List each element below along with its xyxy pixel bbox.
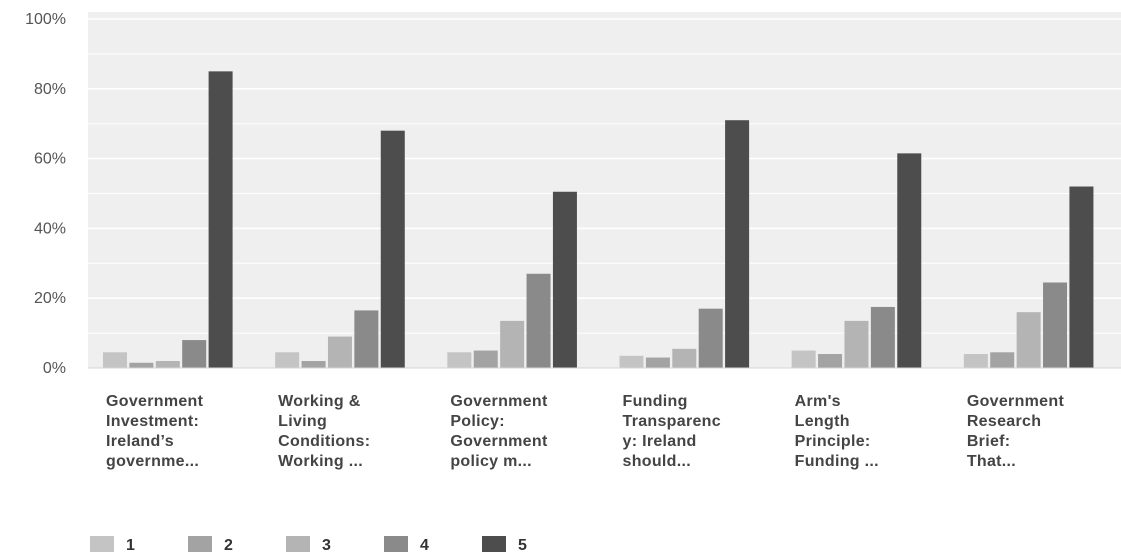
x-category-label-line: Living xyxy=(278,413,327,430)
bar-4-series-2 xyxy=(818,354,843,368)
bar-1-series-2 xyxy=(301,361,326,368)
legend-label-3: 3 xyxy=(322,537,331,553)
x-category-label-line: Ireland’s xyxy=(106,433,174,450)
y-tick-label: 0% xyxy=(43,360,66,377)
bar-3-series-2 xyxy=(645,357,670,368)
x-category-label: Arm's Length Principle: Funding ... xyxy=(795,393,879,470)
x-category-label-line: Working ... xyxy=(278,453,363,470)
bar-1-series-1 xyxy=(275,352,300,368)
y-tick-label: 40% xyxy=(34,220,66,237)
legend-swatch-2 xyxy=(188,536,212,552)
bar-3-series-4 xyxy=(698,308,723,368)
x-category-label-line: Government xyxy=(450,433,548,450)
plot-background xyxy=(88,12,1121,368)
bar-1-series-5 xyxy=(380,130,405,368)
x-category-label-line: Length xyxy=(795,413,850,430)
bar-5-series-4 xyxy=(1043,282,1068,368)
bar-4-series-4 xyxy=(870,306,895,368)
x-category-label-line: Government xyxy=(967,393,1065,410)
x-category-label-line: Arm's xyxy=(795,393,841,410)
bar-2-series-3 xyxy=(500,320,525,368)
x-category-label-line: Investment: xyxy=(106,413,199,430)
legend-swatch-1 xyxy=(90,536,114,552)
bar-3-series-1 xyxy=(619,355,644,368)
bar-4-series-1 xyxy=(791,350,816,368)
x-category-label-line: y: Ireland xyxy=(623,433,697,450)
legend-label-1: 1 xyxy=(126,537,135,553)
x-category-label: Funding Transparenc y: Ireland should... xyxy=(623,393,721,470)
legend: 1 2 3 4 5 xyxy=(90,536,527,553)
y-tick-label: 80% xyxy=(34,81,66,98)
x-category-label-line: Principle: xyxy=(795,433,871,450)
bar-5-series-2 xyxy=(990,352,1015,368)
x-category-label-line: Transparenc xyxy=(623,413,721,430)
x-category-label-line: Working & xyxy=(278,393,361,410)
bar-3-series-5 xyxy=(725,120,750,369)
x-category-label-line: Government xyxy=(106,393,204,410)
x-category-label: Working & Living Conditions: Working ... xyxy=(278,393,370,470)
legend-label-4: 4 xyxy=(420,537,429,553)
x-category-label: Government Investment: Ireland’s governme..… xyxy=(106,393,204,470)
bar-2-series-5 xyxy=(552,191,577,368)
bar-1-series-3 xyxy=(327,336,352,368)
legend-swatch-3 xyxy=(286,536,310,552)
x-category-label-line: Research xyxy=(967,413,1041,430)
bar-2-series-1 xyxy=(447,352,472,368)
x-category-label-line: That... xyxy=(967,453,1016,470)
y-tick-label: 100% xyxy=(25,11,66,28)
bar-3-series-3 xyxy=(672,348,697,368)
bar-5-series-3 xyxy=(1016,312,1041,368)
bar-4-series-5 xyxy=(897,153,922,368)
gridlines xyxy=(88,18,1121,334)
legend-label-5: 5 xyxy=(518,537,527,553)
y-tick-label: 20% xyxy=(34,290,66,307)
bar-0-series-3 xyxy=(155,361,180,368)
legend-swatch-5 xyxy=(482,536,506,552)
x-category-label-line: Funding ... xyxy=(795,453,879,470)
x-category-label-line: Brief: xyxy=(967,433,1011,450)
x-category-label: Government Policy: Government policy m... xyxy=(450,393,548,470)
bar-0-series-1 xyxy=(103,352,127,368)
bar-0-series-2 xyxy=(129,362,154,368)
bar-0-series-5 xyxy=(208,71,233,368)
x-category-label-line: should... xyxy=(623,453,691,470)
x-axis-category-labels: Government Investment: Ireland’s governme..… xyxy=(106,393,1064,470)
bar-2-series-2 xyxy=(473,350,498,368)
bar-4-series-3 xyxy=(844,320,869,368)
x-category-label-line: Funding xyxy=(623,393,688,410)
x-category-label: Government Research Brief: That... xyxy=(967,393,1065,470)
bars xyxy=(103,71,1094,369)
x-category-label-line: Policy: xyxy=(450,413,505,430)
x-category-label-line: Government xyxy=(450,393,548,410)
bar-5-series-5 xyxy=(1069,186,1094,368)
x-category-label-line: policy m... xyxy=(450,453,532,470)
bar-2-series-4 xyxy=(526,273,551,368)
bar-0-series-4 xyxy=(182,340,207,368)
y-tick-label: 60% xyxy=(34,151,66,168)
bar-1-series-4 xyxy=(354,310,379,368)
legend-swatch-4 xyxy=(384,536,408,552)
bar-5-series-1 xyxy=(963,354,988,368)
y-axis-ticks: 0% 20% 40% 60% 80% 100% xyxy=(25,11,66,377)
x-category-label-line: Conditions: xyxy=(278,433,370,450)
legend-label-2: 2 xyxy=(224,537,233,553)
x-category-label-line: governme... xyxy=(106,453,199,470)
